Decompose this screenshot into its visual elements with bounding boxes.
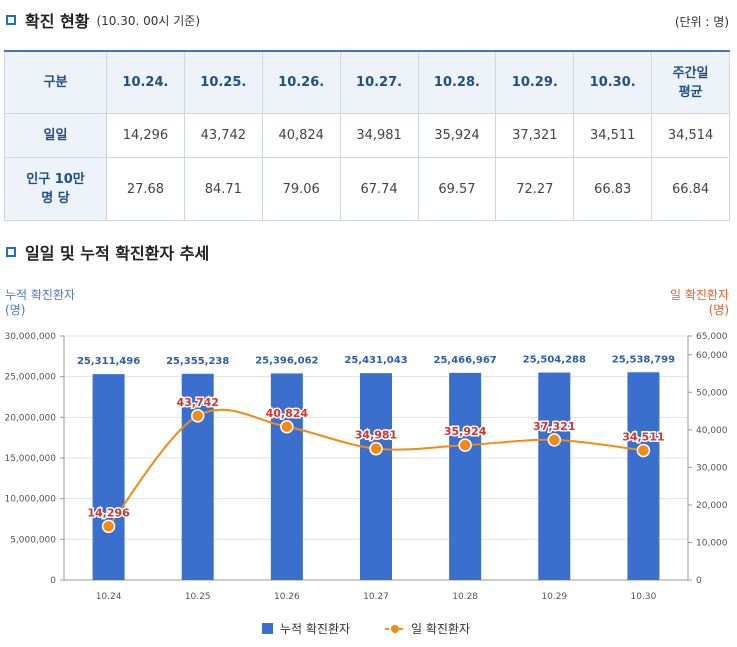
bar xyxy=(449,372,482,580)
bar-value-label: 25,466,967 xyxy=(434,355,497,366)
line-value-label: 34,511 xyxy=(622,430,664,443)
status-table: 구분 10.24. 10.25. 10.26. 10.27. 10.28. 10… xyxy=(4,50,730,221)
square-bullet-icon xyxy=(6,247,16,257)
left-tick-label: 25,000,000 xyxy=(4,373,56,383)
table-cell: 69.57 xyxy=(417,157,497,221)
legend-bar-swatch xyxy=(262,623,273,634)
table-cell: 34,981 xyxy=(339,113,419,158)
left-tick-label: 30,000,000 xyxy=(4,332,56,342)
row-label: 인구 10만 명 당 xyxy=(4,157,107,221)
bar-value-label: 25,311,496 xyxy=(77,356,140,367)
section-title: 확진 현황 xyxy=(25,12,90,31)
right-tick-label: 30,000 xyxy=(696,463,728,473)
line-value-label: 35,924 xyxy=(444,425,487,438)
header-weekly-average: 주간일 평균 xyxy=(651,50,730,114)
section-header-status: 확진 현황 (10.30. 00시 기준) xyxy=(6,8,200,32)
bar xyxy=(181,373,214,580)
x-tick-label: 10.29 xyxy=(541,592,567,602)
line-point xyxy=(547,433,562,447)
header-date: 10.29. xyxy=(495,50,575,114)
table-cell: 27.68 xyxy=(106,157,185,221)
x-tick-label: 10.27 xyxy=(363,592,389,602)
x-tick-label: 10.24 xyxy=(96,592,122,602)
bar-value-label: 25,431,043 xyxy=(344,355,407,366)
bar xyxy=(270,373,303,580)
right-axis-unit: (명) xyxy=(709,303,729,317)
section-title: 일일 및 누적 확진환자 추세 xyxy=(25,244,210,263)
header-date: 10.30. xyxy=(573,50,653,114)
x-tick-label: 10.30 xyxy=(631,592,657,602)
legend-line-marker xyxy=(391,625,399,633)
bar xyxy=(92,374,125,580)
table-cell: 14,296 xyxy=(106,113,185,158)
left-tick-label: 10,000,000 xyxy=(4,495,56,505)
x-tick-label: 10.28 xyxy=(452,592,478,602)
left-tick-label: 0 xyxy=(50,576,56,586)
bar-value-label: 25,355,238 xyxy=(166,356,229,367)
right-tick-label: 20,000 xyxy=(696,501,728,511)
left-tick-label: 20,000,000 xyxy=(4,413,56,423)
table-cell: 84.71 xyxy=(183,157,263,221)
line-point xyxy=(280,420,294,434)
x-tick-label: 10.25 xyxy=(185,592,211,602)
right-tick-label: 40,000 xyxy=(696,426,728,436)
header-date: 10.24. xyxy=(106,50,185,114)
section-header-trend: 일일 및 누적 확진환자 추세 xyxy=(6,240,209,264)
table-cell: 40,824 xyxy=(261,113,341,158)
right-axis-title: 일 확진환자 xyxy=(670,288,729,302)
header-category: 구분 xyxy=(4,50,107,114)
unit-label: (단위 : 명) xyxy=(674,15,729,29)
legend-label-cumulative: 누적 확진환자 xyxy=(280,622,350,636)
table-cell: 34,511 xyxy=(573,113,653,158)
row-label: 일일 xyxy=(4,113,107,158)
bar xyxy=(538,372,571,580)
table-cell: 66.84 xyxy=(651,157,730,221)
line-point xyxy=(190,409,205,423)
table-cell: 79.06 xyxy=(261,157,341,221)
line-value-label: 43,742 xyxy=(176,396,218,409)
line-value-label: 37,321 xyxy=(533,420,575,433)
table-cell: 43,742 xyxy=(183,113,263,158)
bar-value-label: 25,538,799 xyxy=(612,354,675,365)
header-date: 10.25. xyxy=(183,50,263,114)
header-date: 10.27. xyxy=(339,50,419,114)
line-point xyxy=(458,438,472,452)
right-tick-label: 50,000 xyxy=(696,388,728,398)
table-row-per-100k: 인구 10만 명 당 27.68 84.71 79.06 67.74 69.57… xyxy=(4,157,730,221)
x-tick-label: 10.26 xyxy=(274,592,300,602)
legend-label-daily: 일 확진환자 xyxy=(411,622,470,636)
line-point xyxy=(369,441,383,456)
table-cell: 34,514 xyxy=(651,113,730,158)
line-point xyxy=(636,443,651,458)
right-tick-label: 0 xyxy=(696,576,702,586)
bar xyxy=(627,372,660,580)
header-date: 10.26. xyxy=(261,50,341,114)
line-value-label: 40,824 xyxy=(266,407,309,420)
left-axis-title: 누적 확진환자 xyxy=(5,288,75,302)
square-bullet-icon xyxy=(6,15,16,25)
line-value-label: 14,296 xyxy=(87,506,130,519)
left-tick-label: 5,000,000 xyxy=(10,535,56,545)
table-header-row: 구분 10.24. 10.25. 10.26. 10.27. 10.28. 10… xyxy=(4,50,730,114)
left-axis-unit: (명) xyxy=(5,303,25,317)
line-value-label: 34,981 xyxy=(355,429,397,442)
bar-value-label: 25,504,288 xyxy=(523,355,586,366)
right-tick-label: 60,000 xyxy=(696,351,728,361)
right-tick-label: 65,000 xyxy=(696,332,728,342)
bar xyxy=(360,373,392,580)
header-date: 10.28. xyxy=(417,50,497,114)
bar-value-label: 25,396,062 xyxy=(255,355,318,366)
line-point xyxy=(101,519,116,534)
right-tick-label: 10,000 xyxy=(696,538,728,548)
left-tick-label: 15,000,000 xyxy=(4,454,56,464)
section-subtitle: (10.30. 00시 기준) xyxy=(96,13,201,28)
table-cell: 66.83 xyxy=(573,157,653,221)
